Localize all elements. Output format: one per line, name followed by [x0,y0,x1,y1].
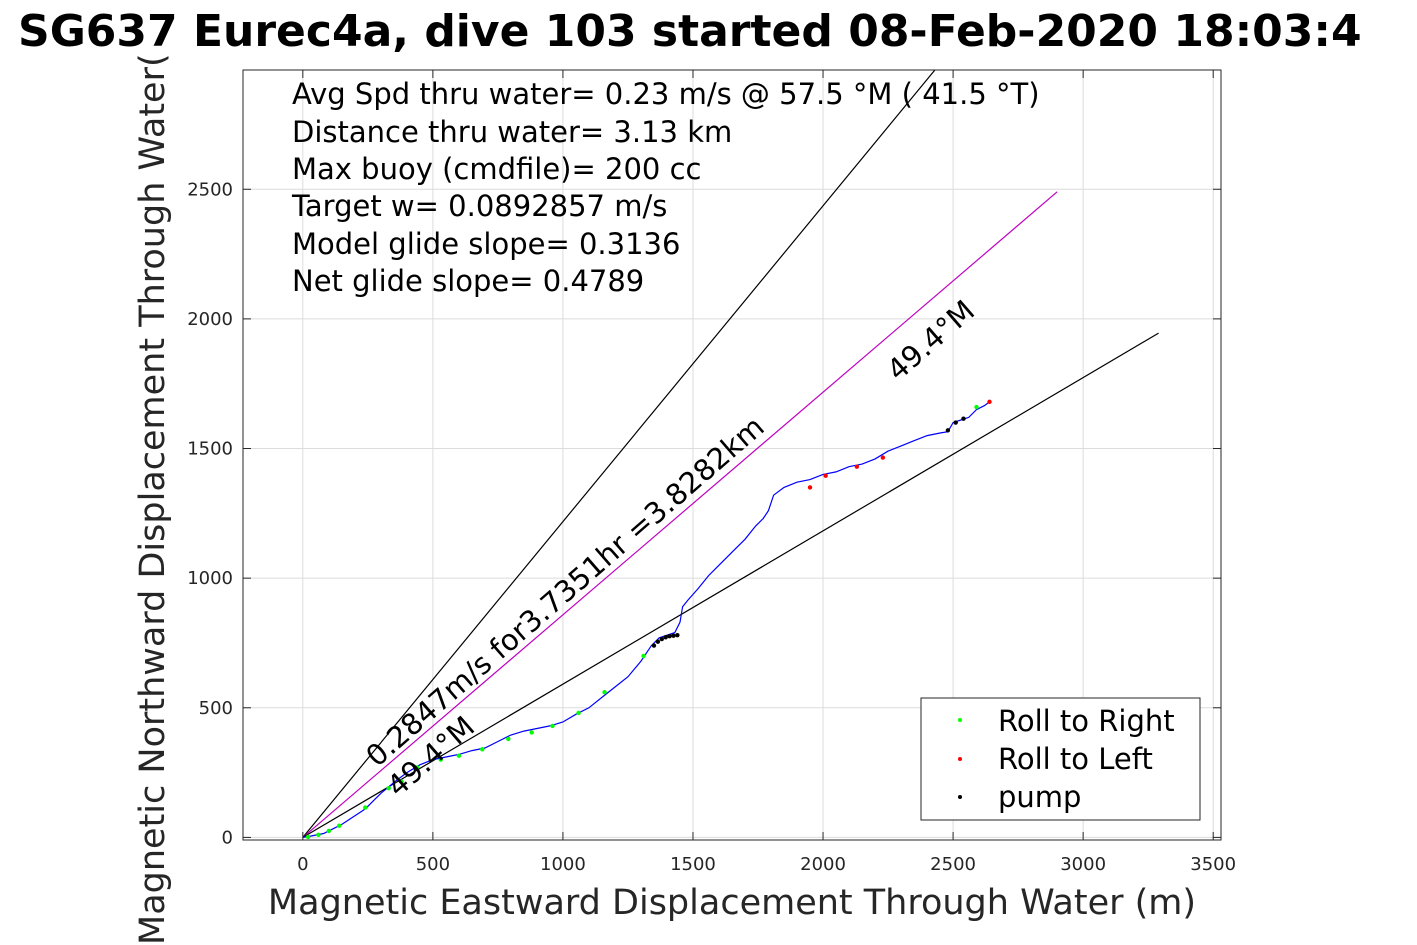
point-pump [961,416,966,421]
plot-area: 0 500 1000 1500 2000 2500 3000 3500 0 500 1000 1500… [187,69,1236,875]
point-roll-to-right [326,828,332,834]
point-roll-to-right [550,723,555,729]
point-roll-to-right [399,779,404,784]
legend-box [920,697,1201,821]
point-roll-to-right [974,404,979,410]
point-roll-to-left [823,473,828,478]
point-pump [651,643,657,648]
point-pump [953,420,958,425]
plot-frame [242,69,1222,841]
y-tick-label: 1500 [187,439,233,460]
legend: Roll to Right Roll to Left pump [920,697,1201,821]
reference-line-0 [302,69,936,838]
reference-lines [302,69,1159,838]
point-pump [663,635,668,640]
point-roll-to-right [363,805,368,810]
x-tick-label: 0 [297,854,308,875]
chart-title: SG637 Eurec4a, dive 103 started 08-Feb-2… [18,6,1362,57]
point-roll-to-right [316,832,321,838]
point-roll-to-right [305,834,311,840]
y-tick-label: 2500 [187,179,233,200]
point-roll-to-right [480,747,485,752]
point-roll-to-right [386,785,391,791]
point-roll-to-right [602,690,607,695]
point-roll-to-left [854,464,860,469]
x-tick-label: 500 [416,854,450,875]
point-pump [675,632,680,638]
track-line [302,401,990,838]
point-pump [659,636,664,642]
reference-line-1 [302,191,1058,838]
y-axis-label: Magnetic Northward Displacement Through … [133,53,173,945]
x-tick-label: 2500 [930,854,976,875]
annotation-target-w: Target w= 0.0892857 m/s [291,189,667,223]
points [305,399,992,840]
x-tick-label: 3500 [1190,854,1236,875]
point-roll-to-right [529,730,534,735]
point-roll-to-left [987,399,992,405]
legend-label-pump: pump [998,780,1081,814]
x-tick-label: 1500 [670,854,716,875]
annotation-block: Avg Spd thru water= 0.23 m/s @ 57.5 °M (… [291,77,1040,298]
annotation-net-glide: Net glide slope= 0.4789 [292,264,644,298]
x-axis-label: Magnetic Eastward Displacement Through W… [268,883,1196,923]
annotation-model-glide: Model glide slope= 0.3136 [292,227,680,261]
annotation-distance: Distance thru water= 3.13 km [292,115,732,149]
point-roll-to-left [880,455,886,460]
y-tick-label: 0 [222,827,233,848]
point-pump [667,634,672,639]
x-tick-label: 1000 [540,854,586,875]
point-roll-to-right [576,710,581,716]
point-roll-to-right [506,736,511,742]
point-roll-to-left [807,485,813,490]
point-pump [655,639,661,644]
point-roll-to-right [641,653,646,659]
legend-marker-roll-left [958,757,962,761]
point-roll-to-right [415,765,420,770]
point-pump [671,633,676,638]
legend-label-roll-right: Roll to Right [998,704,1175,738]
track [302,401,990,838]
legend-label-roll-left: Roll to Left [998,742,1153,776]
x-tick-label: 3000 [1060,854,1106,875]
annotation-max-buoy: Max buoy (cmdfile)= 200 cc [292,152,701,186]
axis-ticks: 0 500 1000 1500 2000 2500 3000 3500 0 500 1000 1500… [187,70,1236,875]
point-pump [945,428,951,433]
x-tick-label: 2000 [800,854,846,875]
point-roll-to-right [438,757,443,762]
point-roll-to-right [456,753,462,758]
y-tick-label: 2000 [187,309,233,330]
y-tick-label: 1000 [187,568,233,589]
point-roll-to-right [337,823,342,828]
annotation-avg-speed: Avg Spd thru water= 0.23 m/s @ 57.5 °M (… [292,77,1040,111]
legend-marker-pump [958,795,962,799]
y-tick-label: 500 [199,698,233,719]
reference-line-2 [302,332,1159,838]
legend-marker-roll-right [958,718,962,722]
